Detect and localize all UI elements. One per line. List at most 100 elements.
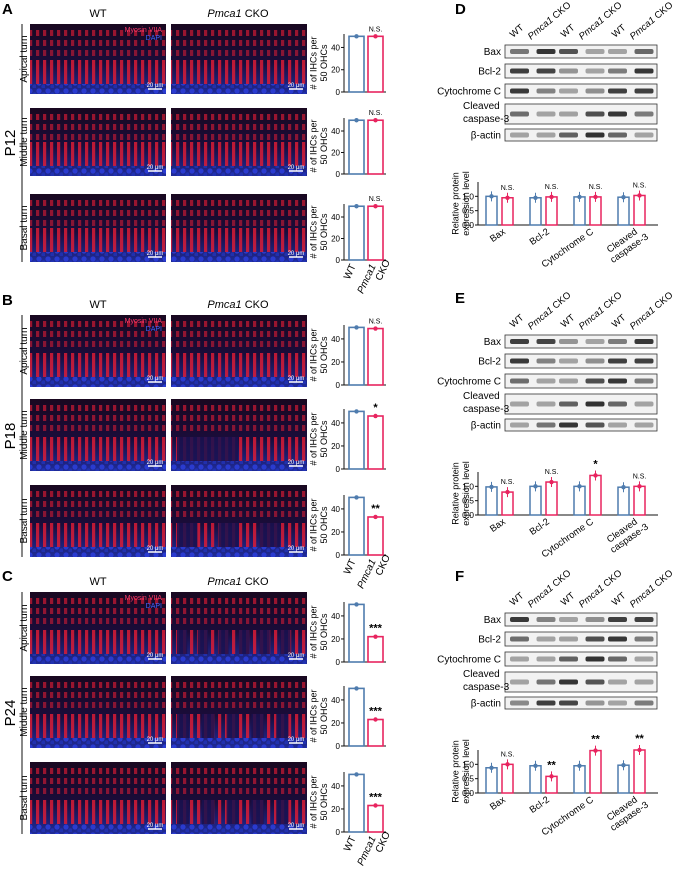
y-axis-label: # of IHCs per50 OHCs bbox=[308, 412, 328, 465]
blot-band bbox=[559, 339, 578, 344]
blot-band bbox=[510, 68, 529, 74]
x-category-label: Bax bbox=[488, 794, 508, 813]
significance-label: N.S. bbox=[501, 185, 515, 192]
x-category-label: Bax bbox=[488, 516, 508, 535]
ihc-gap bbox=[280, 630, 291, 654]
bar-cko bbox=[367, 35, 384, 93]
data-point bbox=[373, 204, 378, 209]
scale-bar-label: 20 μm bbox=[288, 823, 305, 829]
significance-label: ** bbox=[547, 759, 556, 771]
bar-wt bbox=[348, 35, 365, 93]
y-tick-label: 20 bbox=[331, 528, 340, 537]
ihc-row bbox=[171, 228, 307, 252]
y-tick-label: 0.0 bbox=[462, 788, 474, 798]
scale-bar-label: 20 μm bbox=[288, 376, 305, 382]
blot-band bbox=[536, 679, 556, 685]
data-point bbox=[373, 634, 378, 639]
micrograph-wt: 20 μm bbox=[30, 485, 166, 557]
ihc-gap bbox=[259, 630, 270, 654]
scale-bar-label: 20 μm bbox=[147, 546, 164, 552]
age-label: P12 bbox=[2, 130, 19, 157]
nuclei-layer bbox=[30, 654, 166, 664]
ihc-gap bbox=[218, 630, 229, 654]
bar-wt bbox=[348, 687, 365, 747]
y-axis-label: # of IHCs per50 OHCs bbox=[308, 498, 328, 551]
scale-bar-label: 20 μm bbox=[147, 737, 164, 743]
column-header-cko: Pmca1 CKO bbox=[207, 299, 269, 311]
ohc-row bbox=[171, 331, 307, 337]
turn-label: Middle turn bbox=[19, 117, 30, 166]
bar-cko bbox=[367, 635, 384, 663]
ohc-row bbox=[171, 124, 307, 130]
ohc-row bbox=[30, 598, 166, 604]
ohc-row bbox=[171, 40, 307, 46]
age-label: P18 bbox=[2, 423, 19, 450]
scale-bar-label: 20 μm bbox=[147, 251, 164, 257]
blot-strip bbox=[504, 651, 658, 667]
y-tick-label: 40 bbox=[331, 505, 340, 514]
data-point bbox=[621, 762, 626, 768]
nuclei-layer bbox=[171, 461, 307, 471]
y-axis-label: # of IHCs per50 OHCs bbox=[308, 605, 328, 658]
y-tick-label: 1.0 bbox=[462, 191, 474, 201]
scale-bar-label: 20 μm bbox=[288, 546, 305, 552]
blot-band bbox=[608, 700, 627, 706]
blot-label: Cleaved bbox=[463, 669, 500, 680]
y-tick-label: 40 bbox=[331, 335, 340, 344]
ihc-gap bbox=[177, 630, 188, 654]
blot-band bbox=[559, 378, 578, 384]
micrograph-wt: 20 μm bbox=[30, 676, 166, 748]
blot-band bbox=[634, 636, 654, 642]
bar-cko bbox=[589, 474, 602, 516]
blot-band bbox=[536, 132, 556, 138]
nuclei-layer bbox=[171, 377, 307, 387]
blot-strip bbox=[504, 353, 658, 369]
significance-label: N.S. bbox=[501, 751, 515, 758]
data-point bbox=[505, 489, 510, 495]
bar-cko bbox=[367, 119, 384, 175]
turn-label: Middle turn bbox=[19, 687, 30, 736]
y-tick-label: 20 bbox=[331, 442, 340, 451]
ohc-row bbox=[30, 210, 166, 216]
ohc-row bbox=[171, 618, 307, 624]
ihc-row bbox=[171, 60, 307, 84]
y-axis-label: # of IHCs per50 OHCs bbox=[308, 328, 328, 381]
blot-band bbox=[585, 617, 605, 622]
scale-bar-label: 20 μm bbox=[147, 165, 164, 171]
ihc-row bbox=[30, 523, 166, 547]
blot-band bbox=[510, 88, 529, 94]
ihc-gap bbox=[276, 714, 289, 738]
blot-band bbox=[559, 68, 578, 74]
blot-strip bbox=[504, 418, 658, 432]
blot-band bbox=[559, 111, 578, 117]
blot-band bbox=[634, 339, 654, 344]
data-point bbox=[621, 194, 626, 200]
blot-band bbox=[608, 111, 627, 117]
scale-bar-label: 20 μm bbox=[288, 653, 305, 659]
data-point bbox=[354, 325, 359, 330]
nuclei-layer bbox=[30, 84, 166, 94]
ohc-row bbox=[171, 692, 307, 698]
ohc-row bbox=[171, 30, 307, 36]
blot-label: β-actin bbox=[471, 131, 501, 142]
y-tick-label: 20 bbox=[331, 635, 340, 644]
blot-band bbox=[559, 636, 578, 642]
x-label-wt: WT bbox=[342, 263, 359, 282]
blot-band bbox=[559, 358, 578, 364]
significance-label: N.S. bbox=[369, 196, 383, 203]
turn-label: Apical turn bbox=[19, 604, 30, 651]
turn-label: Basal turn bbox=[19, 498, 30, 543]
nuclei-layer bbox=[30, 824, 166, 834]
y-tick-label: 40 bbox=[331, 127, 340, 136]
ihc-gap bbox=[251, 714, 264, 738]
significance-label: N.S. bbox=[369, 319, 383, 326]
y-axis-label: # of IHCs per50 OHCs bbox=[308, 36, 328, 89]
data-point bbox=[533, 763, 538, 768]
blot-band bbox=[536, 617, 556, 622]
y-tick-label: 0.0 bbox=[462, 510, 474, 520]
bar-wt bbox=[348, 326, 365, 386]
significance-label: *** bbox=[369, 792, 383, 804]
nuclei-layer bbox=[30, 738, 166, 748]
bar-cko bbox=[367, 516, 384, 556]
y-tick-label: 1.0 bbox=[462, 759, 474, 769]
